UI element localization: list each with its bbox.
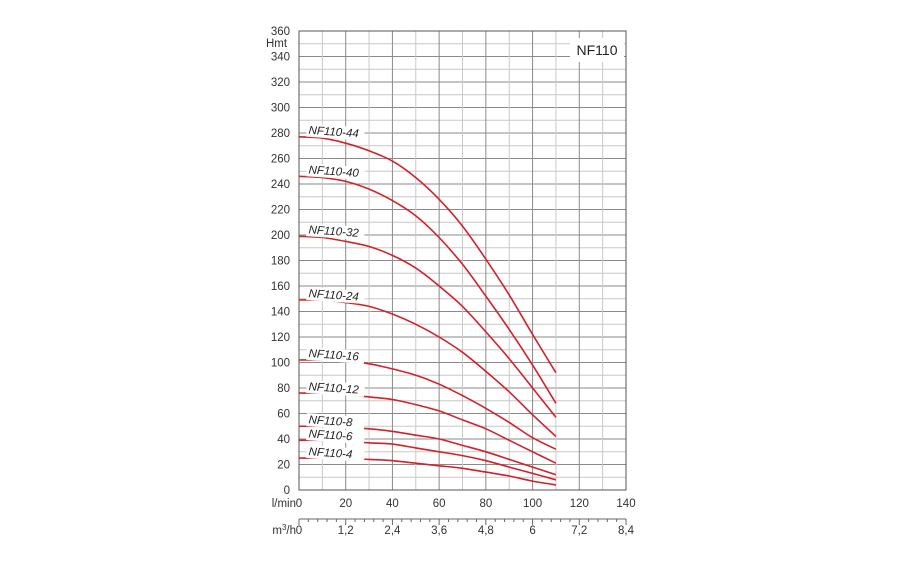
y-tick-label: 220: [271, 205, 290, 217]
y-tick-label: 0: [284, 485, 290, 497]
series-label-background: [306, 123, 365, 141]
series-curve: [298, 235, 557, 418]
secondary-x-axis-tick-labels: 0 1,2 2,4 3,6 4,8 6 7,2 8,4: [296, 525, 635, 537]
x2-tick-label: 0: [296, 525, 302, 537]
y-axis-unit-label: Hmt: [266, 38, 288, 50]
y-tick-label: 160: [271, 281, 290, 293]
x-tick-label: 80: [479, 498, 492, 510]
y-tick-label: 260: [271, 154, 290, 166]
series-label: NF110-6: [308, 428, 353, 443]
y-tick-label: 140: [271, 307, 290, 319]
x2-tick-label: 8,4: [618, 525, 635, 537]
series-label-background: [306, 427, 365, 445]
x2-axis-unit-label: m3/h: [272, 523, 296, 537]
y-axis-tick-labels: 0 20 40 60 80 100 120 140 160 180 200 220 240 260 280 3…: [271, 26, 290, 497]
x-axis-unit-label: l/min: [272, 498, 296, 510]
series-label-background: [306, 445, 365, 463]
x2-tick-label: 7,2: [571, 525, 587, 537]
y-tick-label: 340: [271, 52, 290, 64]
chart-title: NF110: [577, 42, 618, 58]
series-label: NF110-24: [308, 288, 359, 303]
x-axis-tick-labels: 0 20 40 60 80 100 120 140: [296, 498, 636, 510]
y-tick-label: 320: [271, 77, 290, 89]
series-label: NF110-16: [308, 348, 360, 364]
x-tick-label: 60: [433, 498, 446, 510]
x-tick-label: 140: [616, 498, 635, 510]
chart-title-badge: NF110: [570, 38, 624, 62]
y-tick-label: 300: [271, 103, 290, 115]
secondary-x-axis: [298, 518, 627, 525]
y-tick-label: 200: [271, 230, 290, 242]
series-label-background: [306, 413, 365, 431]
y-tick-label: 40: [277, 434, 290, 446]
series-label-background: [306, 223, 365, 241]
y-tick-label: 60: [277, 409, 290, 421]
y-tick-label: 20: [277, 460, 290, 472]
series-curve: [298, 175, 557, 404]
x-tick-label: 100: [523, 498, 542, 510]
series-label: NF110-4: [308, 446, 353, 461]
series-label-background: [306, 346, 365, 364]
series-label-background: [306, 163, 365, 181]
series-label: NF110-12: [308, 381, 360, 397]
x-tick-label: 0: [296, 498, 302, 510]
x-tick-label: 40: [386, 498, 399, 510]
x-tick-label: 20: [339, 498, 352, 510]
x2-tick-label: 6: [529, 525, 535, 537]
series-label-background: [306, 379, 365, 397]
y-tick-label: 80: [277, 383, 290, 395]
y-tick-label: 100: [271, 358, 290, 370]
y-tick-label: 180: [271, 256, 290, 268]
y-tick-label: 280: [271, 128, 290, 140]
series-label: NF110-40: [308, 164, 360, 180]
y-tick-label: 240: [271, 179, 290, 191]
y-tick-label: 120: [271, 332, 290, 344]
series-label: NF110-32: [308, 224, 360, 240]
x2-tick-label: 3,6: [431, 525, 447, 537]
series-label: NF110-44: [308, 125, 359, 140]
series-label: NF110-8: [308, 414, 353, 429]
x2-tick-label: 1,2: [338, 525, 354, 537]
x2-tick-label: 4,8: [478, 525, 494, 537]
series-labels: NF110-44 NF110-40 NF110-32 NF110-24 NF110-16…: [306, 123, 365, 463]
y-tick-label: 360: [271, 26, 290, 38]
x-tick-label: 120: [570, 498, 589, 510]
x2-tick-label: 2,4: [384, 525, 401, 537]
series-label-background: [306, 286, 365, 304]
series-curve: [298, 136, 557, 374]
plot-area-border: [298, 30, 627, 491]
